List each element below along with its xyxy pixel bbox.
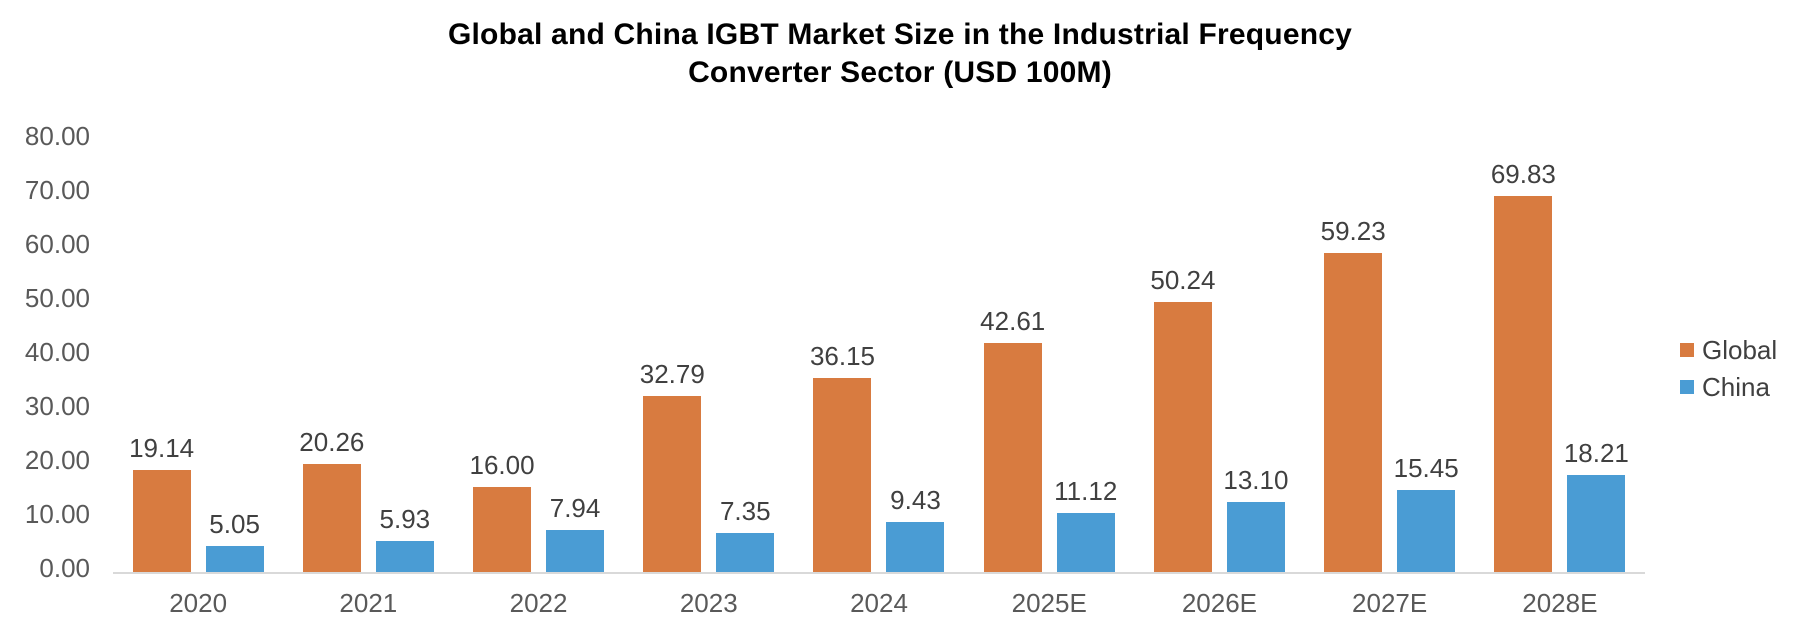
legend: Global China — [1680, 337, 1777, 400]
y-tick-label: 0.00 — [39, 553, 90, 583]
bar-china — [205, 545, 264, 573]
chart-title-line2: Converter Sector (USD 100M) — [688, 56, 1112, 89]
bar-global — [813, 377, 872, 573]
bar-group-2024: 36.15 9.43 — [794, 141, 964, 573]
bar-col-china: 7.35 — [716, 496, 775, 573]
bar-global — [473, 486, 532, 573]
y-axis: 0.00 10.00 20.00 30.00 40.00 50.00 60.00 70.00 8… — [0, 0, 90, 634]
x-tick-label-2020: 2020 — [169, 588, 228, 618]
y-tick-label: 50.00 — [24, 283, 90, 313]
x-tick-label-2021: 2021 — [339, 588, 398, 618]
bar-col-china: 5.05 — [205, 508, 264, 573]
bar-col-global: 16.00 — [470, 451, 535, 573]
bar-value-label-china: 7.94 — [549, 493, 601, 524]
bar-value-label-china: 13.10 — [1223, 465, 1289, 496]
bar-col-china: 13.10 — [1223, 466, 1288, 573]
bar-global — [1494, 195, 1553, 573]
bar-value-label-global: 16.00 — [469, 449, 535, 480]
bar-china — [1567, 474, 1626, 573]
bar-group-2026e: 50.24 13.10 — [1134, 141, 1304, 573]
bar-value-label-china: 5.93 — [379, 504, 431, 534]
bar-global — [643, 395, 702, 573]
bar-col-global: 36.15 — [810, 342, 875, 573]
x-tick-label-2027e: 2027E — [1352, 588, 1428, 618]
bar-china — [1226, 502, 1285, 573]
y-tick-label: 30.00 — [24, 391, 90, 421]
bar-value-label-global: 32.79 — [639, 358, 705, 389]
bar-value-label-global: 36.15 — [809, 340, 876, 371]
bar-china — [886, 522, 945, 573]
legend-item-china: China — [1680, 374, 1777, 400]
legend-swatch-global-icon — [1680, 343, 1694, 357]
bar-value-label-china: 11.12 — [1054, 476, 1118, 506]
bar-china — [375, 541, 434, 573]
chart-title: Global and China IGBT Market Size in the… — [0, 16, 1800, 92]
y-tick-label: 20.00 — [24, 445, 90, 475]
bar-col-global: 69.83 — [1491, 160, 1556, 573]
bar-global — [1153, 301, 1212, 573]
x-tick-label-2028e: 2028E — [1522, 588, 1598, 618]
bar-group-2020: 19.14 5.05 — [113, 141, 283, 573]
legend-item-global: Global — [1680, 337, 1777, 363]
bar-value-label-china: 7.35 — [719, 496, 771, 527]
bar-group-2028e: 69.83 18.21 — [1475, 141, 1645, 573]
bar-col-china: 15.45 — [1394, 454, 1459, 573]
bar-china — [1397, 489, 1456, 573]
x-tick-label-2026e: 2026E — [1181, 588, 1258, 618]
bar-col-china: 7.94 — [546, 493, 605, 573]
x-tick-label-2022: 2022 — [509, 588, 568, 618]
bar-value-label-china: 5.05 — [209, 508, 260, 539]
bar-china — [546, 530, 605, 573]
bar-group-2027e: 59.23 15.45 — [1305, 141, 1475, 573]
bar-global — [132, 469, 191, 573]
bar-global — [983, 342, 1042, 573]
bar-value-label-global: 20.26 — [299, 426, 365, 457]
bar-value-label-global: 19.14 — [129, 432, 195, 463]
bar-china — [1056, 513, 1115, 573]
plot-area: 19.14 5.05 20.26 5.93 16.00 7.94 32.79 7.35 36.1… — [113, 141, 1645, 573]
legend-label-china: China — [1702, 372, 1770, 402]
bar-col-global: 42.61 — [980, 307, 1045, 573]
bar-col-china: 9.43 — [886, 485, 945, 573]
legend-swatch-china-icon — [1680, 380, 1694, 394]
y-tick-label: 40.00 — [24, 337, 90, 367]
bar-col-global: 19.14 — [129, 434, 194, 573]
bar-group-2022: 16.00 7.94 — [453, 141, 623, 573]
y-tick-label: 80.00 — [24, 121, 90, 151]
x-tick-label-2025e: 2025E — [1011, 588, 1087, 618]
bar-col-china: 18.21 — [1564, 439, 1629, 573]
bar-value-label-global: 42.61 — [980, 305, 1046, 336]
bar-china — [716, 533, 775, 573]
bar-col-global: 59.23 — [1321, 217, 1386, 573]
bar-col-global: 20.26 — [299, 428, 364, 573]
bar-global — [1324, 253, 1383, 573]
y-tick-label: 70.00 — [24, 175, 90, 205]
bar-group-2025e: 42.61 11.12 — [964, 141, 1134, 573]
bar-value-label-global: 59.23 — [1320, 216, 1386, 247]
y-tick-label: 60.00 — [24, 229, 90, 259]
bar-col-china: 5.93 — [375, 504, 434, 573]
x-axis-line — [113, 572, 1645, 574]
bar-value-label-china: 15.45 — [1393, 452, 1459, 483]
x-axis: 2020 2021 2022 2023 2024 2025E 2026E 2027E 2028E — [113, 588, 1645, 618]
bar-group-2021: 20.26 5.93 — [283, 141, 453, 573]
y-tick-label: 10.00 — [24, 499, 90, 529]
bar-value-label-china: 9.43 — [890, 485, 941, 516]
x-tick-label-2023: 2023 — [679, 588, 738, 618]
x-tick-label-2024: 2024 — [850, 588, 908, 618]
legend-label-global: Global — [1702, 335, 1778, 365]
bar-value-label-china: 18.21 — [1563, 437, 1629, 468]
bar-group-2023: 32.79 7.35 — [624, 141, 794, 573]
chart-title-line1: Global and China IGBT Market Size in the… — [447, 18, 1352, 51]
bar-value-label-global: 69.83 — [1490, 158, 1556, 189]
bar-col-global: 32.79 — [640, 360, 705, 573]
bar-global — [302, 463, 361, 573]
bar-col-global: 50.24 — [1150, 266, 1215, 573]
bar-col-china: 11.12 — [1054, 476, 1118, 573]
bar-value-label-global: 50.24 — [1150, 264, 1216, 295]
